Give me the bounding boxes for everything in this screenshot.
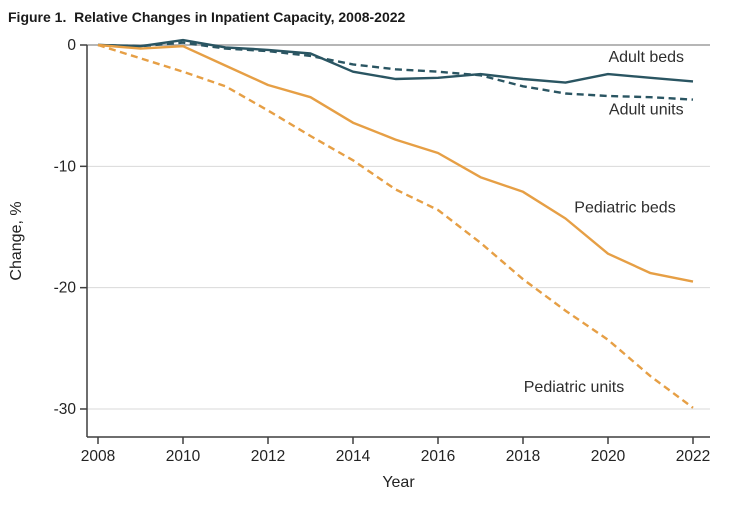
annotations-layer: Adult beds Adult units Pediatric beds Pedia…: [524, 49, 684, 396]
y-tick-label: 0: [67, 37, 76, 54]
x-tick-label: 2018: [506, 448, 540, 465]
y-tick-label: -10: [54, 158, 77, 175]
series-label-adult-beds: Adult beds: [608, 49, 684, 66]
y-tick-label: -20: [54, 280, 77, 297]
series-line-adult-beds: [97, 38, 694, 84]
series-label-adult-units: Adult units: [609, 101, 684, 118]
axes-layer: 0 -10 -20 -30 2008 2010 2012 2014 2016 2018 2020 20…: [8, 37, 710, 491]
series-label-pediatric-units: Pediatric units: [524, 379, 625, 396]
y-tick-label: -30: [54, 401, 77, 418]
series-line-pediatric-units: [97, 43, 694, 409]
series-label-pediatric-beds: Pediatric beds: [574, 200, 675, 217]
x-tick-label: 2016: [421, 448, 455, 465]
series-line-pediatric-beds: [97, 43, 694, 283]
gridlines-layer: [87, 44, 710, 410]
x-tick-label: 2022: [676, 448, 710, 465]
x-tick-label: 2014: [336, 448, 371, 465]
x-tick-label: 2010: [166, 448, 201, 465]
x-axis-title: Year: [382, 474, 415, 491]
y-axis-title: Change, %: [8, 201, 25, 280]
figure-title: Figure 1. Relative Changes in Inpatient …: [8, 9, 406, 25]
x-tick-label: 2008: [81, 448, 115, 465]
series-line-adult-units: [97, 41, 694, 101]
x-tick-label: 2020: [591, 448, 626, 465]
series-layer: [97, 38, 694, 409]
x-tick-label: 2012: [251, 448, 285, 465]
